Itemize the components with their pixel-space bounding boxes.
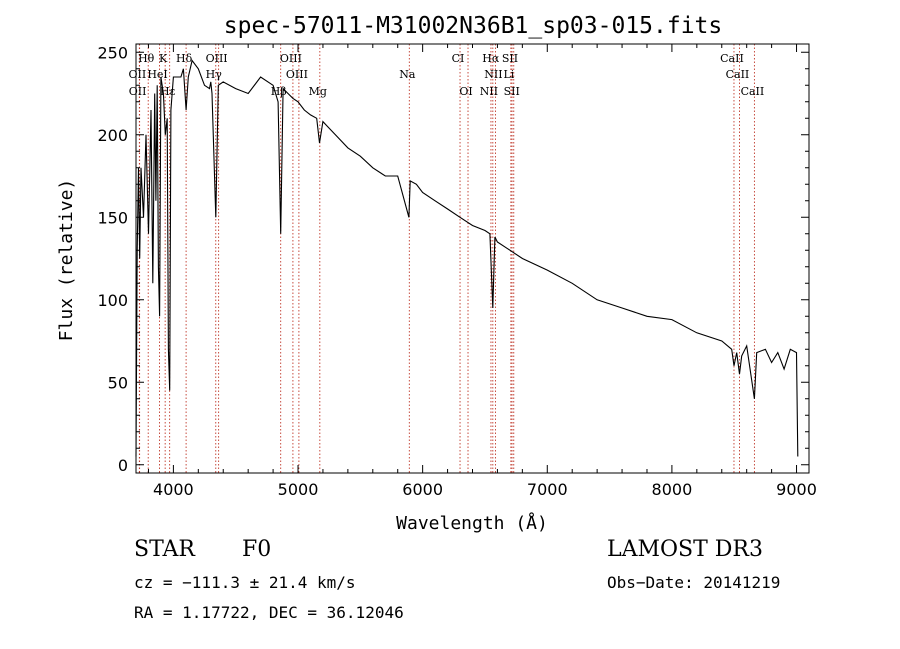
- y-axis: 0 50 100 150 200 250: [97, 43, 809, 475]
- y-tick-label-5: 250: [97, 43, 128, 62]
- x-axis: 4000 5000 6000 7000 8000 9000: [147, 44, 817, 499]
- line-label-14: NII: [484, 68, 502, 81]
- x-tick-label-5: 9000: [776, 480, 817, 499]
- line-label-12: OIII: [286, 68, 308, 81]
- line-label-9: OII: [129, 68, 147, 81]
- spectrum-line: [135, 59, 799, 457]
- line-label-16: CaII: [726, 68, 750, 81]
- y-tick-label-3: 150: [97, 208, 128, 227]
- observation-date: Obs−Date: 20141219: [607, 573, 781, 592]
- line-label-23: SII: [504, 85, 520, 98]
- line-label-22: NII: [480, 85, 498, 98]
- chart-title: spec-57011-M31002N36B1_sp03-015.fits: [224, 13, 723, 39]
- spectral-line-markers: [138, 44, 755, 473]
- line-label-2: Hδ: [176, 52, 193, 65]
- object-class: STAR: [134, 537, 195, 562]
- line-label-4: OIII: [280, 52, 302, 65]
- line-label-13: Na: [399, 68, 416, 81]
- line-label-11: Hγ: [206, 68, 223, 81]
- line-label-20: Mg: [309, 85, 327, 98]
- line-label-5: CI: [452, 52, 465, 65]
- line-label-21: OI: [459, 85, 472, 98]
- x-tick-label-2: 6000: [402, 480, 443, 499]
- line-label-8: CaII: [720, 52, 744, 65]
- redshift-velocity: cz = −111.3 ± 21.4 km/s: [134, 573, 356, 592]
- y-tick-label-0: 0: [118, 456, 128, 475]
- line-label-3: OIII: [206, 52, 228, 65]
- line-label-0: Hθ: [138, 52, 155, 65]
- x-tick-label-3: 7000: [527, 480, 568, 499]
- x-axis-label: Wavelength (Å): [396, 512, 548, 534]
- x-tick-label-1: 5000: [278, 480, 319, 499]
- survey-name: LAMOST DR3: [607, 537, 763, 562]
- plot-frame: [135, 43, 810, 474]
- object-subclass: F0: [242, 537, 272, 562]
- y-tick-label-2: 100: [97, 291, 128, 310]
- y-axis-label: Flux (relative): [56, 179, 77, 342]
- line-label-24: CaII: [741, 85, 765, 98]
- line-label-10: HeI: [147, 68, 167, 81]
- y-tick-label-1: 50: [108, 373, 128, 392]
- line-label-7: SII: [502, 52, 518, 65]
- line-label-15: Li: [503, 68, 514, 81]
- line-label-1: K: [159, 52, 168, 65]
- line-label-17: OII: [129, 85, 147, 98]
- x-tick-label-4: 8000: [652, 480, 693, 499]
- x-tick-label-0: 4000: [153, 480, 194, 499]
- y-tick-label-4: 200: [97, 126, 128, 145]
- coordinates: RA = 1.17722, DEC = 36.12046: [134, 603, 404, 622]
- line-label-6: Hα: [482, 52, 500, 65]
